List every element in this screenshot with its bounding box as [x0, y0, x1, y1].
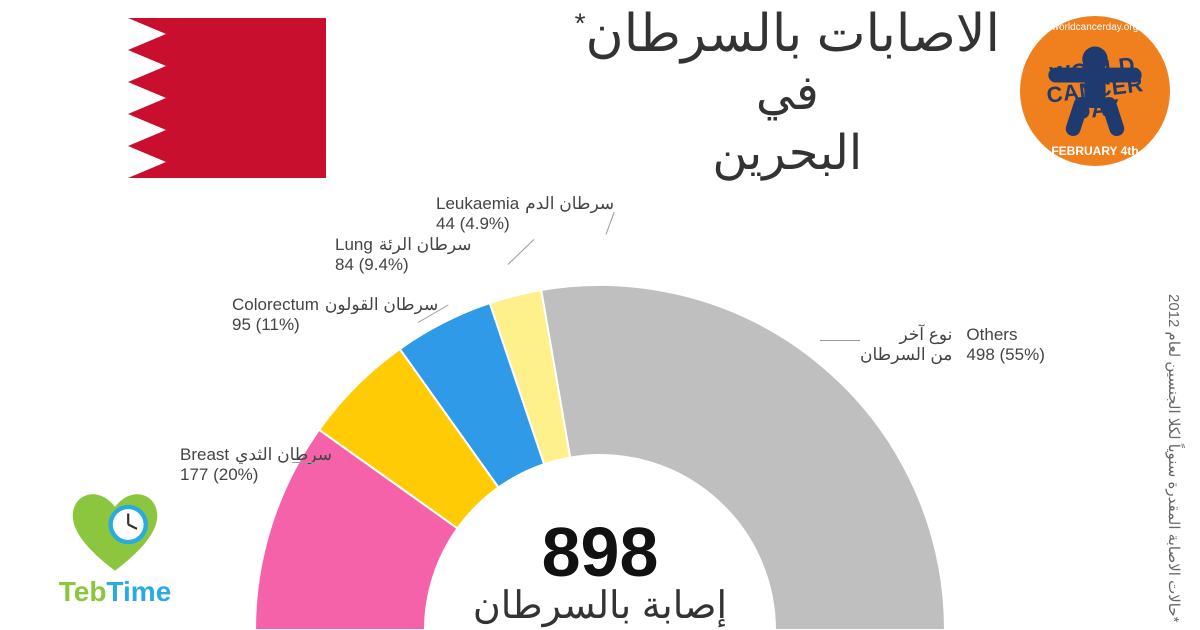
leader-line	[292, 462, 320, 463]
label-colorectum: سرطان القولونColorectum95 (11%)	[232, 295, 444, 335]
title-line1: الاصابات بالسرطان	[586, 5, 1000, 63]
wcd-url: worldcancerday.org	[1020, 22, 1170, 33]
label-others: Others498 (55%)نوع آخرمن السرطان	[860, 325, 1045, 365]
cancer-donut-chart: 898 إصابة بالسرطان Others498 (55%)نوع آخ…	[220, 200, 980, 630]
title-line3: البحرين	[575, 125, 1000, 183]
tebtime-text: TebTime	[40, 576, 190, 608]
wcd-main-text: WORLD CANCER DAY	[1017, 51, 1173, 130]
title-line2: في	[575, 65, 1000, 123]
leader-line	[820, 340, 860, 341]
label-leukaemia: سرطان الدمLeukaemia44 (4.9%)	[436, 194, 620, 234]
chart-center: 898 إصابة بالسرطان	[473, 517, 727, 628]
title-asterisk: *	[575, 8, 586, 39]
total-label: إصابة بالسرطان	[473, 583, 727, 628]
world-cancer-day-badge: worldcancerday.org WORLD CANCER DAY FEBR…	[1020, 16, 1170, 166]
tebtime-logo: TebTime	[40, 480, 190, 608]
label-lung: سرطان الرئةLung84 (9.4%)	[335, 235, 478, 275]
heart-clock-icon	[60, 480, 170, 580]
total-number: 898	[473, 517, 727, 587]
wcd-date: FEBRUARY 4th	[1020, 144, 1170, 158]
label-breast: سرطان الثديBreast177 (20%)	[180, 445, 338, 485]
bahrain-flag	[58, 18, 326, 178]
footnote-text: *حالات الاصابة المقدرة سنوياً لكلا الجنس…	[1164, 192, 1182, 622]
infographic-title: الاصابات بالسرطان* في البحرين	[575, 6, 1000, 182]
